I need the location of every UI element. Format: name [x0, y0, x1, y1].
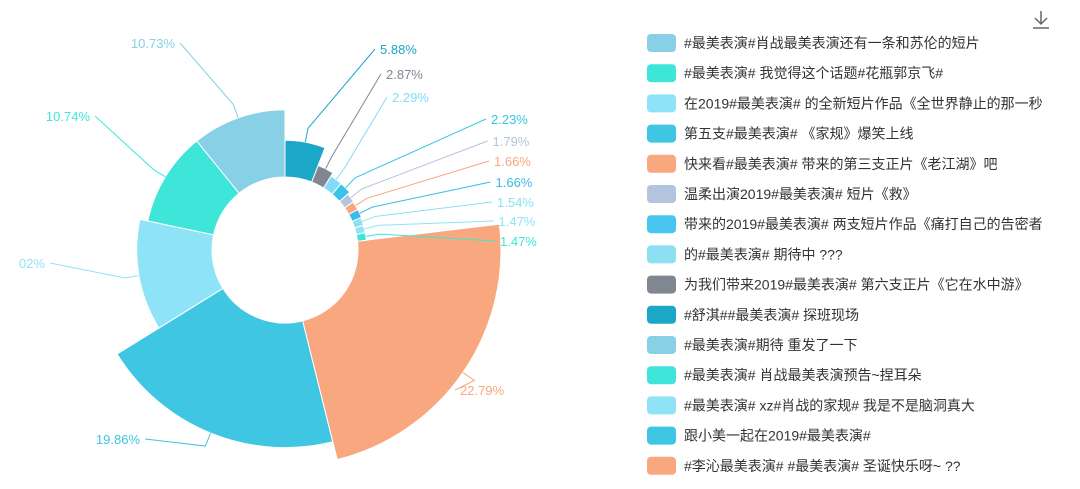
pie-slice[interactable] [196, 109, 286, 194]
slice-label-lines [49, 42, 496, 447]
legend-label: 为我们带来2019#最美表演# 第六支正片《它在水中游》 [684, 277, 1029, 293]
label-line [325, 73, 382, 170]
slice-label: 1.66% [494, 154, 531, 169]
slice-label: 1.66% [496, 175, 533, 190]
legend-label: #最美表演# 肖战最美表演预告~捏耳朵 [684, 367, 922, 383]
slice-label: 2.87% [386, 67, 423, 82]
legend: #最美表演#肖战最美表演还有一条和苏伦的短片 #最美表演# 我觉得这个话题#花瓶郭… [647, 34, 1043, 475]
legend-item[interactable]: 温柔出演2019#最美表演# 短片《救》 [647, 185, 917, 203]
legend-item[interactable]: #舒淇##最美表演# 探班现场 [647, 305, 859, 324]
label-line [454, 372, 476, 391]
legend-swatch [647, 336, 676, 354]
legend-item[interactable]: #最美表演#肖战最美表演还有一条和苏伦的短片 [647, 34, 980, 52]
pie-slice[interactable] [284, 139, 326, 183]
legend-label: #最美表演#期待 重发了一下 [684, 337, 857, 353]
legend-swatch [647, 124, 676, 143]
legend-label: #最美表演#肖战最美表演还有一条和苏伦的短片 [684, 35, 980, 51]
legend-swatch [647, 305, 676, 324]
pie-slice[interactable] [116, 287, 334, 449]
legend-swatch [647, 366, 676, 385]
slice-label: 10.74% [46, 109, 91, 124]
pie-slice[interactable] [338, 193, 355, 209]
slice-label: 10.73% [131, 36, 176, 51]
legend-swatch [647, 185, 676, 203]
legend-item[interactable]: #李沁最美表演# #最美表演# 圣诞快乐呀~ ?? [647, 456, 961, 475]
pie-slice[interactable] [331, 182, 351, 203]
legend-item[interactable]: #最美表演# 我觉得这个话题#花瓶郭京飞# [647, 64, 943, 83]
legend-item[interactable]: #最美表演#期待 重发了一下 [647, 336, 857, 354]
legend-label: 温柔出演2019#最美表演# 短片《救》 [684, 186, 917, 202]
legend-swatch [647, 426, 676, 445]
slice-label: 22.79% [460, 383, 505, 398]
label-line [355, 160, 490, 207]
slice-label: 2.29% [392, 90, 429, 105]
pie-slices [116, 109, 502, 461]
legend-swatch [647, 215, 676, 234]
legend-label: 快来看#最美表演# 带来的第三支正片《老江湖》吧 [684, 156, 997, 172]
legend-swatch [647, 64, 676, 83]
slice-label: 19.86% [96, 432, 141, 447]
legend-label: #最美表演# 我觉得这个话题#花瓶郭京飞# [684, 65, 943, 81]
label-line [345, 118, 487, 189]
slice-label: 1.47% [499, 214, 536, 229]
pie-slice[interactable] [322, 175, 342, 195]
legend-label: 的#最美表演# 期待中 ??? [684, 246, 843, 262]
pie-slice[interactable] [147, 140, 240, 236]
label-line [364, 220, 494, 230]
legend-swatch [647, 94, 676, 113]
label-line [362, 201, 493, 222]
pie-slice[interactable] [310, 164, 334, 189]
legend-item[interactable]: 跟小美一起在2019#最美表演# [647, 426, 871, 445]
label-line [350, 140, 488, 199]
legend-item[interactable]: 快来看#最美表演# 带来的第三支正片《老江湖》吧 [647, 154, 997, 173]
legend-label: 第五支#最美表演# 《家规》爆笑上线 [684, 126, 913, 142]
legend-swatch [647, 154, 676, 173]
label-line [179, 42, 239, 119]
legend-item[interactable]: 第五支#最美表演# 《家规》爆笑上线 [647, 124, 913, 143]
legend-swatch [647, 245, 676, 264]
slice-label: 5.88% [380, 42, 417, 57]
legend-label: 带来的2019#最美表演# 两支短片作品《痛打自己的告密者 [684, 216, 1043, 232]
legend-item[interactable]: 在2019#最美表演# 的全新短片作品《全世界静止的那一秒 [647, 94, 1043, 113]
slice-label: 2.23% [491, 112, 528, 127]
legend-item[interactable]: 的#最美表演# 期待中 ??? [647, 245, 843, 264]
download-icon[interactable] [1028, 6, 1054, 32]
legend-label: 跟小美一起在2019#最美表演# [684, 428, 871, 444]
legend-item[interactable]: #最美表演# xz#肖战的家规# 我是不是脑洞真大 [647, 396, 975, 415]
legend-label: #舒淇##最美表演# 探班现场 [684, 307, 859, 323]
pie-slice[interactable] [348, 208, 363, 222]
label-line [49, 262, 139, 279]
label-line [359, 181, 491, 214]
legend-swatch [647, 396, 676, 415]
slice-label: 1.47% [500, 234, 537, 249]
slice-label: 02% [19, 256, 45, 271]
label-line [94, 115, 166, 178]
pie-slice[interactable] [302, 223, 502, 461]
slice-labels: 10.73% 10.74% 02% 19.86% 22.79% 1.47% 1.47% 1.5… [19, 36, 537, 447]
pie-slice[interactable] [136, 218, 224, 329]
pie-slice[interactable] [355, 232, 367, 242]
legend-swatch [647, 275, 676, 294]
slice-label: 1.54% [497, 195, 534, 210]
label-line [335, 96, 388, 180]
legend-item[interactable]: 带来的2019#最美表演# 两支短片作品《痛打自己的告密者 [647, 215, 1043, 234]
legend-label: #最美表演# xz#肖战的家规# 我是不是脑洞真大 [684, 397, 975, 413]
legend-label: #李沁最美表演# #最美表演# 圣诞快乐呀~ ?? [684, 458, 961, 474]
label-line [144, 432, 212, 447]
pie-slice[interactable] [343, 201, 359, 216]
legend-item[interactable]: 为我们带来2019#最美表演# 第六支正片《它在水中游》 [647, 275, 1029, 294]
label-line [304, 48, 376, 143]
legend-label: 在2019#最美表演# 的全新短片作品《全世界静止的那一秒 [684, 95, 1043, 111]
legend-item[interactable]: #最美表演# 肖战最美表演预告~捏耳朵 [647, 366, 922, 385]
legend-swatch [647, 456, 676, 475]
slice-label: 1.79% [493, 134, 530, 149]
label-line [365, 233, 496, 242]
legend-swatch [647, 34, 676, 52]
